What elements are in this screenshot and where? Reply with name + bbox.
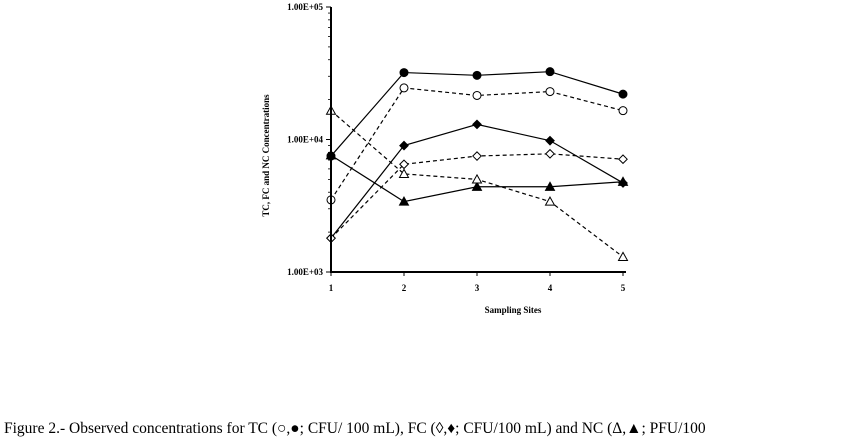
y-axis-title: TC, FC and NC Concentrations [261, 94, 271, 217]
data-point [472, 119, 482, 130]
x-tick-label: 2 [402, 283, 407, 293]
x-tick-label: 3 [475, 283, 480, 293]
y-tick-label: 1.00E+05 [287, 2, 323, 12]
data-point [617, 176, 629, 186]
data-point [472, 70, 482, 80]
y-tick-label: 1.00E+04 [287, 135, 323, 145]
x-tick-label: 4 [548, 283, 553, 293]
y-tick-label: 1.00E+03 [287, 267, 323, 277]
series-open-diamond [326, 148, 628, 244]
data-point [398, 196, 410, 206]
data-point [617, 251, 629, 262]
data-point [398, 168, 410, 179]
data-point [399, 83, 409, 93]
data-point [472, 151, 482, 161]
data-point [618, 89, 628, 99]
data-point [544, 196, 556, 206]
data-point [545, 67, 555, 77]
data-point [544, 181, 556, 191]
data-point [545, 87, 555, 97]
data-point [545, 148, 555, 159]
series-open-circle [326, 83, 628, 205]
data-point [545, 135, 555, 146]
series-filled-triangle [325, 149, 629, 206]
data-point [471, 181, 483, 191]
data-point [618, 154, 628, 165]
x-axis-title: Sampling Sites [485, 305, 542, 315]
series-open-triangle [325, 105, 629, 262]
x-tick-label: 5 [621, 283, 626, 293]
series-layer [325, 67, 629, 262]
axes-layer: 1.00E+03 1.00E+04 1.00E+05 1 2 3 4 5 Sampling Si… [261, 2, 626, 315]
data-point [399, 140, 409, 151]
data-point [471, 173, 483, 184]
figure-caption: Figure 2.- Observed concentrations for T… [4, 420, 706, 437]
data-point [472, 90, 482, 100]
data-point [399, 68, 409, 78]
data-point [618, 106, 628, 116]
series-line [330, 153, 624, 239]
x-tick-label: 1 [329, 283, 334, 293]
series-filled-circle [326, 67, 628, 161]
series-line [330, 71, 624, 157]
